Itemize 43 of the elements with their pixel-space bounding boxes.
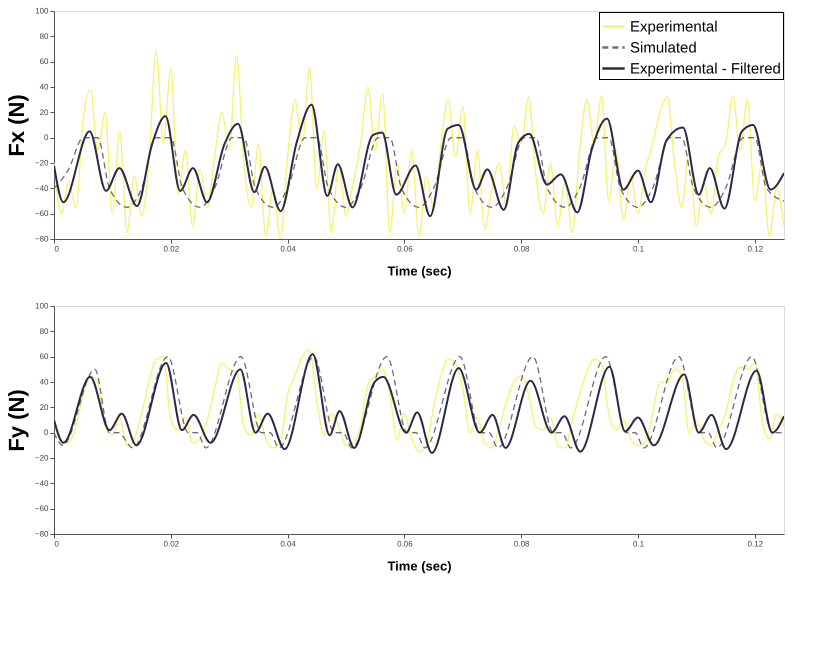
x-tick-label: 0 [54,244,60,254]
y-tick-label: −40 [34,184,50,193]
x-tick-label: 0.06 [397,244,414,254]
y-tick-label: 80 [40,326,50,336]
y-tick-label: 0 [44,133,50,142]
x-axis-title: Time (sec) [387,558,452,574]
y-tick-label: −20 [34,158,50,168]
x-tick-label: 0.06 [397,540,414,548]
x-tick-label: 0.02 [164,244,180,254]
y-tick-label: 20 [40,108,50,117]
y-tick-label: −40 [34,478,50,488]
y-tick-label: 60 [40,352,50,362]
line-series [54,137,784,208]
y-tick-label: 100 [35,302,50,310]
y-tick-label: −80 [34,530,50,538]
y-tick-label: 80 [40,32,50,41]
y-axis-title: Fy (N) [4,389,29,452]
y-tick-label: 20 [40,402,50,412]
x-tick-label: 0.12 [748,244,764,254]
y-tick-label: 60 [40,57,50,66]
y-tick-label: 40 [40,378,50,386]
y-axis-title: Fx (N) [4,94,29,157]
x-tick-label: 0 [54,540,60,548]
x-tick-label: 0.04 [280,540,296,548]
line-series [54,104,784,218]
x-tick-label: 0.12 [748,540,764,548]
x-tick-label: 0.1 [632,540,645,548]
y-tick-label: 40 [40,82,50,92]
x-axis-title: Time (sec) [387,264,452,278]
y-tick-label: −80 [34,234,50,244]
y-tick-label: 0 [44,428,50,438]
x-tick-label: 0.04 [280,244,296,254]
y-tick-label: −60 [34,209,50,218]
x-tick-label: 0.02 [164,540,180,548]
y-tick-label: −20 [34,454,50,462]
y-tick-label: 100 [35,6,50,16]
legend-label: Experimental - Filtered [630,60,781,78]
y-tick-label: −60 [34,504,50,514]
x-tick-label: 0.08 [514,244,530,254]
legend-label: Experimental [630,18,718,36]
legend-label: Simulated [630,40,697,56]
x-tick-label: 0.08 [514,540,530,548]
x-tick-label: 0.1 [632,244,645,254]
